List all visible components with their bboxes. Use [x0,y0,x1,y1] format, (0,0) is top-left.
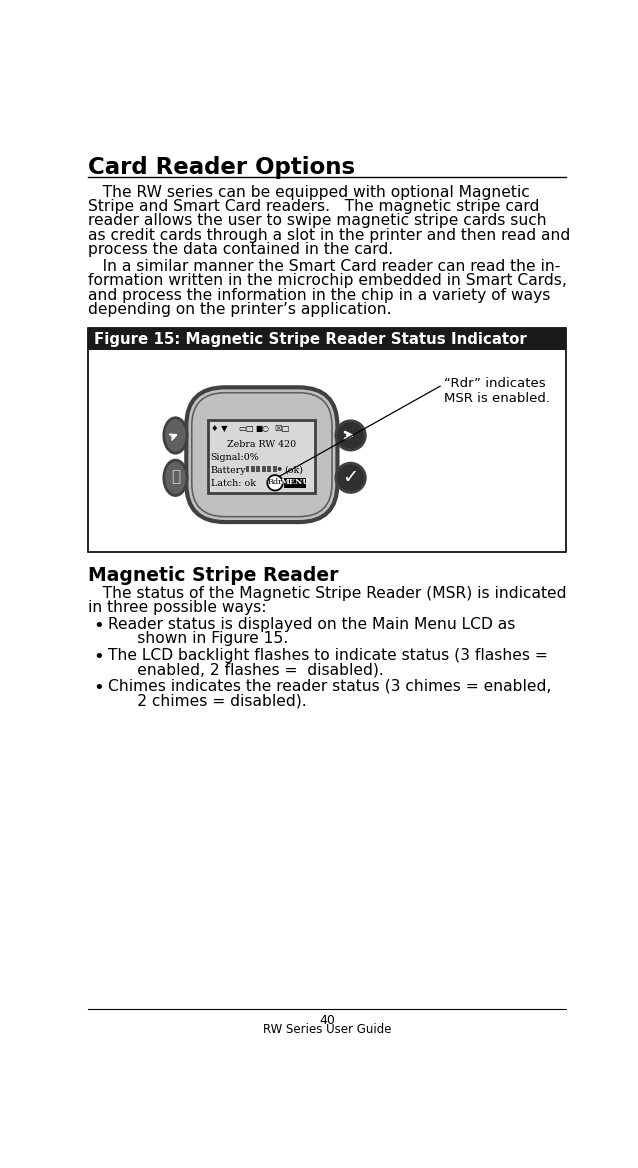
Text: The RW series can be equipped with optional Magnetic: The RW series can be equipped with optio… [87,185,530,200]
Text: as credit cards through a slot in the printer and then read and: as credit cards through a slot in the pr… [87,228,570,243]
Text: Battery: Battery [211,466,246,475]
Text: Figure 15: Magnetic Stripe Reader Status Indicator: Figure 15: Magnetic Stripe Reader Status… [94,332,526,347]
Text: Magnetic Stripe Reader: Magnetic Stripe Reader [87,565,338,585]
Text: and process the information in the chip in a variety of ways: and process the information in the chip … [87,287,550,303]
Circle shape [278,467,281,471]
Text: In a similar manner the Smart Card reader can read the in-: In a similar manner the Smart Card reade… [87,259,560,274]
Text: depending on the printer’s application.: depending on the printer’s application. [87,301,391,317]
FancyBboxPatch shape [186,388,338,522]
Text: formation written in the microchip embedded in Smart Cards,: formation written in the microchip embed… [87,273,567,288]
Bar [262,466,266,472]
Text: 40: 40 [319,1014,335,1027]
Text: ♦ ▼: ♦ ▼ [211,424,227,432]
Text: Stripe and Smart Card readers.   The magnetic stripe card: Stripe and Smart Card readers. The magne… [87,199,539,214]
Text: •: • [94,617,105,635]
Text: reader allows the user to swipe magnetic stripe cards such: reader allows the user to swipe magnetic… [87,214,546,228]
Text: Rdr: Rdr [267,478,283,486]
Text: Zebra RW 420: Zebra RW 420 [227,439,297,449]
Text: The status of the Magnetic Stripe Reader (MSR) is indicated: The status of the Magnetic Stripe Reader… [87,585,566,600]
Text: (ok): (ok) [285,466,303,475]
Text: in three possible ways:: in three possible ways: [87,600,266,614]
Text: The LCD backlight flashes to indicate status (3 flashes =: The LCD backlight flashes to indicate st… [108,648,547,663]
Bar [87,328,567,551]
Text: 2 chimes = disabled).: 2 chimes = disabled). [108,693,306,708]
Bar [272,466,277,472]
Text: •: • [94,679,105,697]
Bar [256,466,260,472]
Ellipse shape [164,460,187,495]
Text: Card Reader Options: Card Reader Options [87,155,355,179]
Text: Signal:0%: Signal:0% [211,453,260,461]
Bar [267,466,271,472]
Circle shape [267,475,283,491]
Text: ▭□: ▭□ [238,424,253,432]
Circle shape [336,420,366,450]
Ellipse shape [164,418,187,453]
Bar [251,466,255,472]
Text: ■○: ■○ [255,424,269,432]
Text: ✓: ✓ [343,467,359,487]
Text: Latch: ok: Latch: ok [211,479,256,488]
Text: MENU: MENU [281,478,310,486]
Text: shown in Figure 15.: shown in Figure 15. [108,632,288,646]
Text: Reader status is displayed on the Main Menu LCD as: Reader status is displayed on the Main M… [108,617,515,632]
Text: ☒□: ☒□ [274,424,290,432]
Bar [87,328,567,350]
Text: RW Series User Guide: RW Series User Guide [263,1023,391,1036]
Bar [246,466,249,472]
Text: “Rdr” indicates
MSR is enabled.: “Rdr” indicates MSR is enabled. [444,377,550,405]
Text: ⏻: ⏻ [171,470,180,485]
Bar [285,478,306,488]
Text: •: • [94,648,105,666]
Text: Chimes indicates the reader status (3 chimes = enabled,: Chimes indicates the reader status (3 ch… [108,679,551,694]
Bar [209,419,315,493]
Circle shape [336,464,366,493]
FancyBboxPatch shape [192,392,332,516]
Text: process the data contained in the card.: process the data contained in the card. [87,242,392,257]
Text: enabled, 2 flashes =  disabled).: enabled, 2 flashes = disabled). [108,662,383,677]
